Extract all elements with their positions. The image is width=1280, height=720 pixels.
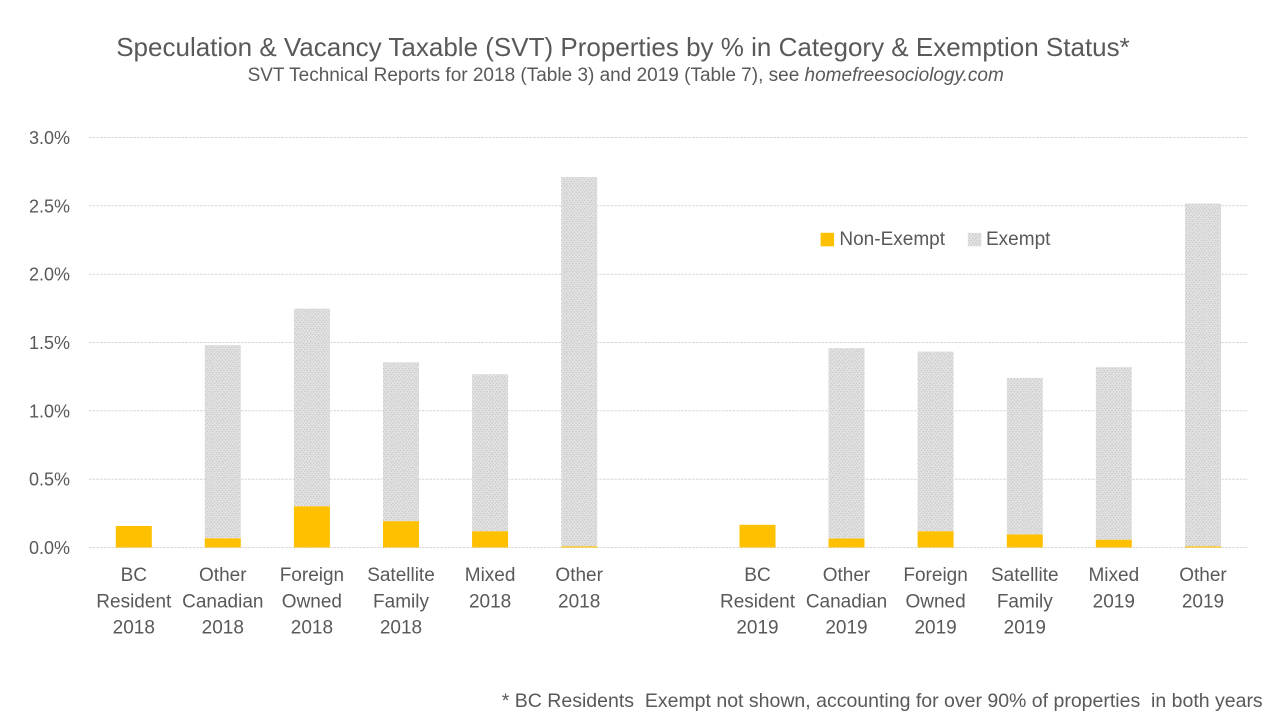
svg-text:Owned: Owned [282,591,342,612]
svg-text:2018: 2018 [291,618,333,639]
svg-text:Resident: Resident [96,591,172,612]
svg-text:2019: 2019 [1093,591,1135,612]
svg-text:Other: Other [1179,565,1227,586]
svg-text:Non-Exempt: Non-Exempt [839,229,945,250]
svg-text:Foreign: Foreign [903,565,967,586]
svg-text:Other: Other [555,565,603,586]
svg-text:2019: 2019 [1182,591,1224,612]
svg-text:BC: BC [121,565,147,586]
svg-text:1.0%: 1.0% [29,401,70,421]
svg-text:2018: 2018 [558,591,600,612]
svg-text:2018: 2018 [113,618,155,639]
svg-text:Family: Family [997,591,1053,612]
svg-text:2018: 2018 [469,591,511,612]
svg-text:Foreign: Foreign [280,565,344,586]
svg-text:Mixed: Mixed [1088,565,1139,586]
svg-text:3.0%: 3.0% [29,128,70,148]
svg-text:Canadian: Canadian [806,591,887,612]
svg-text:2.5%: 2.5% [29,196,70,216]
svg-text:* BC Residents Exempt not sho: * BC Residents Exempt not shown, account… [502,690,1263,712]
svg-text:BC: BC [744,565,770,586]
svg-text:Family: Family [373,591,429,612]
svg-text:0.5%: 0.5% [29,470,70,490]
svg-text:Owned: Owned [905,591,965,612]
svg-text:Satellite: Satellite [367,565,435,586]
svg-text:Exempt: Exempt [986,229,1051,250]
svg-text:2018: 2018 [380,618,422,639]
svg-text:2.0%: 2.0% [29,265,70,285]
svg-text:Canadian: Canadian [182,591,263,612]
svg-text:2019: 2019 [736,618,778,639]
svg-text:1.5%: 1.5% [29,333,70,353]
svg-text:Satellite: Satellite [991,565,1059,586]
svg-text:SVT Technical Reports for 2018: SVT Technical Reports for 2018 (Table 3)… [248,65,1004,86]
svg-text:0.0%: 0.0% [29,538,70,558]
svg-text:Other: Other [199,565,247,586]
svg-text:2019: 2019 [914,618,956,639]
svg-text:Other: Other [823,565,871,586]
svg-text:Speculation & Vacancy Taxable: Speculation & Vacancy Taxable (SVT) Prop… [116,32,1130,62]
svg-text:2019: 2019 [825,618,867,639]
svg-text:Mixed: Mixed [465,565,516,586]
svg-text:2018: 2018 [202,618,244,639]
svg-text:Resident: Resident [720,591,796,612]
svg-text:2019: 2019 [1004,618,1046,639]
